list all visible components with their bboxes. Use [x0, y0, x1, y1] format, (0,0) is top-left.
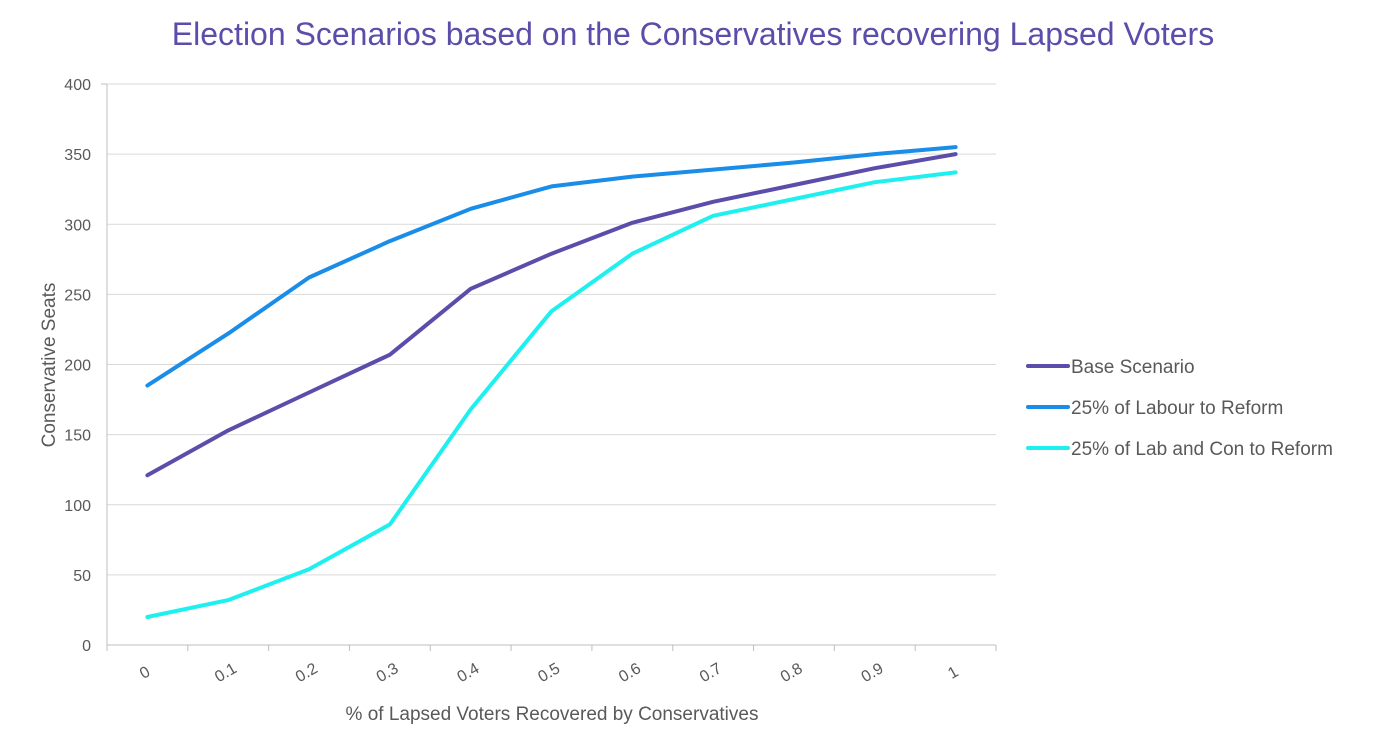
series-line-2	[145, 145, 958, 388]
x-tick-label: 0.2	[293, 660, 321, 686]
y-tick-label: 400	[64, 77, 91, 94]
legend-label: 25% of Lab and Con to Reform	[1071, 439, 1333, 460]
axes	[101, 83, 997, 651]
y-tick-label: 300	[64, 217, 91, 234]
x-axis-title: % of Lapsed Voters Recovered by Conserva…	[346, 704, 759, 725]
x-tick-label: 0.5	[535, 660, 563, 686]
series-line-3	[145, 170, 958, 619]
x-tick-label: 0.4	[455, 660, 483, 686]
y-tick-label: 350	[64, 147, 91, 164]
legend-label: 25% of Labour to Reform	[1071, 398, 1283, 419]
x-tick-label: 0.6	[616, 660, 644, 686]
series-line-1	[145, 152, 958, 478]
grid-lines	[107, 83, 996, 576]
y-tick-label: 0	[82, 638, 91, 655]
y-tick-labels: 0 50 100 150 200 250 300 350 400	[64, 77, 91, 655]
chart-title: Election Scenarios based on the Conserva…	[171, 16, 1215, 52]
y-tick-label: 150	[64, 428, 91, 445]
y-tick-label: 100	[64, 498, 91, 515]
x-tick-label: 0.1	[212, 660, 240, 686]
y-tick-label: 50	[73, 568, 91, 585]
x-tick-label: 0	[137, 663, 153, 682]
x-tick-label: 0.8	[778, 660, 806, 686]
y-tick-label: 200	[64, 358, 91, 375]
y-axis-title: Conservative Seats	[39, 283, 60, 448]
y-tick-label: 250	[64, 287, 91, 304]
legend-label: Base Scenario	[1071, 357, 1195, 378]
series-lines	[145, 145, 958, 619]
x-tick-label: 1	[945, 663, 961, 682]
legend: Base Scenario 25% of Labour to Reform 25% …	[1026, 357, 1333, 460]
x-tick-label: 0.9	[859, 660, 887, 686]
x-tick-label: 0.7	[697, 660, 725, 686]
x-tick-labels: 0 0.1 0.2 0.3 0.4 0.5 0.6 0.7 0.8 0.9 1	[137, 660, 961, 686]
x-tick-label: 0.3	[374, 660, 402, 686]
